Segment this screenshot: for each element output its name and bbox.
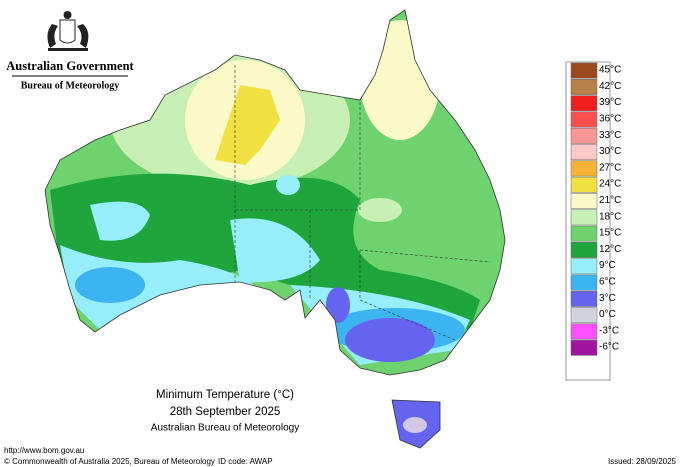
legend-swatch [570, 323, 598, 340]
legend-label: 0°C [599, 309, 616, 320]
legend-swatch [570, 62, 598, 79]
legend-label: 27°C [599, 162, 621, 173]
legend-swatch [570, 111, 598, 128]
coastline [44, 9, 506, 376]
legend: 45°C 42°C 39°C 36°C 33°C 30°C 27°C 24°C 21°C 18°C… [570, 62, 621, 356]
legend-swatch [570, 258, 598, 275]
legend-label: 39°C [599, 97, 621, 108]
id-code: ID code: AWAP [218, 457, 273, 466]
tasmania-cold [403, 417, 427, 433]
legend-swatch [570, 274, 598, 291]
legend-swatch [570, 127, 598, 144]
legend-label: 24°C [599, 179, 621, 190]
website: http://www.bom.gov.au [4, 446, 84, 455]
legend-label: 33°C [599, 130, 621, 141]
legend-label: 36°C [599, 114, 621, 125]
legend-swatch [570, 225, 598, 242]
legend-label: -3°C [599, 325, 619, 336]
legend-swatch [570, 339, 598, 356]
legend-label: 6°C [599, 277, 616, 288]
legend-swatch [570, 95, 598, 112]
issued-date: Issued: 28/09/2025 [608, 457, 677, 466]
legend-label: 21°C [599, 195, 621, 206]
legend-label: 42°C [599, 81, 621, 92]
legend-swatch [570, 144, 598, 161]
legend-label: -6°C [599, 342, 619, 353]
legend-swatch [570, 79, 598, 95]
legend-swatch [570, 160, 598, 177]
copyright: © Commonwealth of Australia 2025, Bureau… [4, 457, 215, 466]
legend-label: 18°C [599, 211, 621, 222]
state-borders [234, 65, 491, 341]
legend-label: 12°C [599, 244, 621, 255]
legend-swatch [570, 290, 598, 307]
legend-label: 9°C [599, 260, 616, 271]
legend-swatch [570, 176, 598, 193]
legend-swatch [570, 193, 598, 209]
map-date: 28th September 2025 [170, 406, 281, 418]
map-source: Australian Bureau of Meteorology [151, 423, 299, 434]
crest [47, 11, 89, 51]
legend-label: 30°C [599, 146, 621, 157]
map-title: Minimum Temperature (°C) [156, 389, 294, 401]
legend-swatch [570, 307, 598, 324]
government-name: Australian Government [6, 59, 134, 73]
legend-label: 15°C [599, 228, 621, 239]
legend-swatch [570, 242, 598, 258]
legend-label: 45°C [599, 65, 621, 76]
legend-swatch [570, 209, 598, 226]
bureau-name: Bureau of Meteorology [21, 80, 120, 91]
legend-label: 3°C [599, 293, 616, 304]
